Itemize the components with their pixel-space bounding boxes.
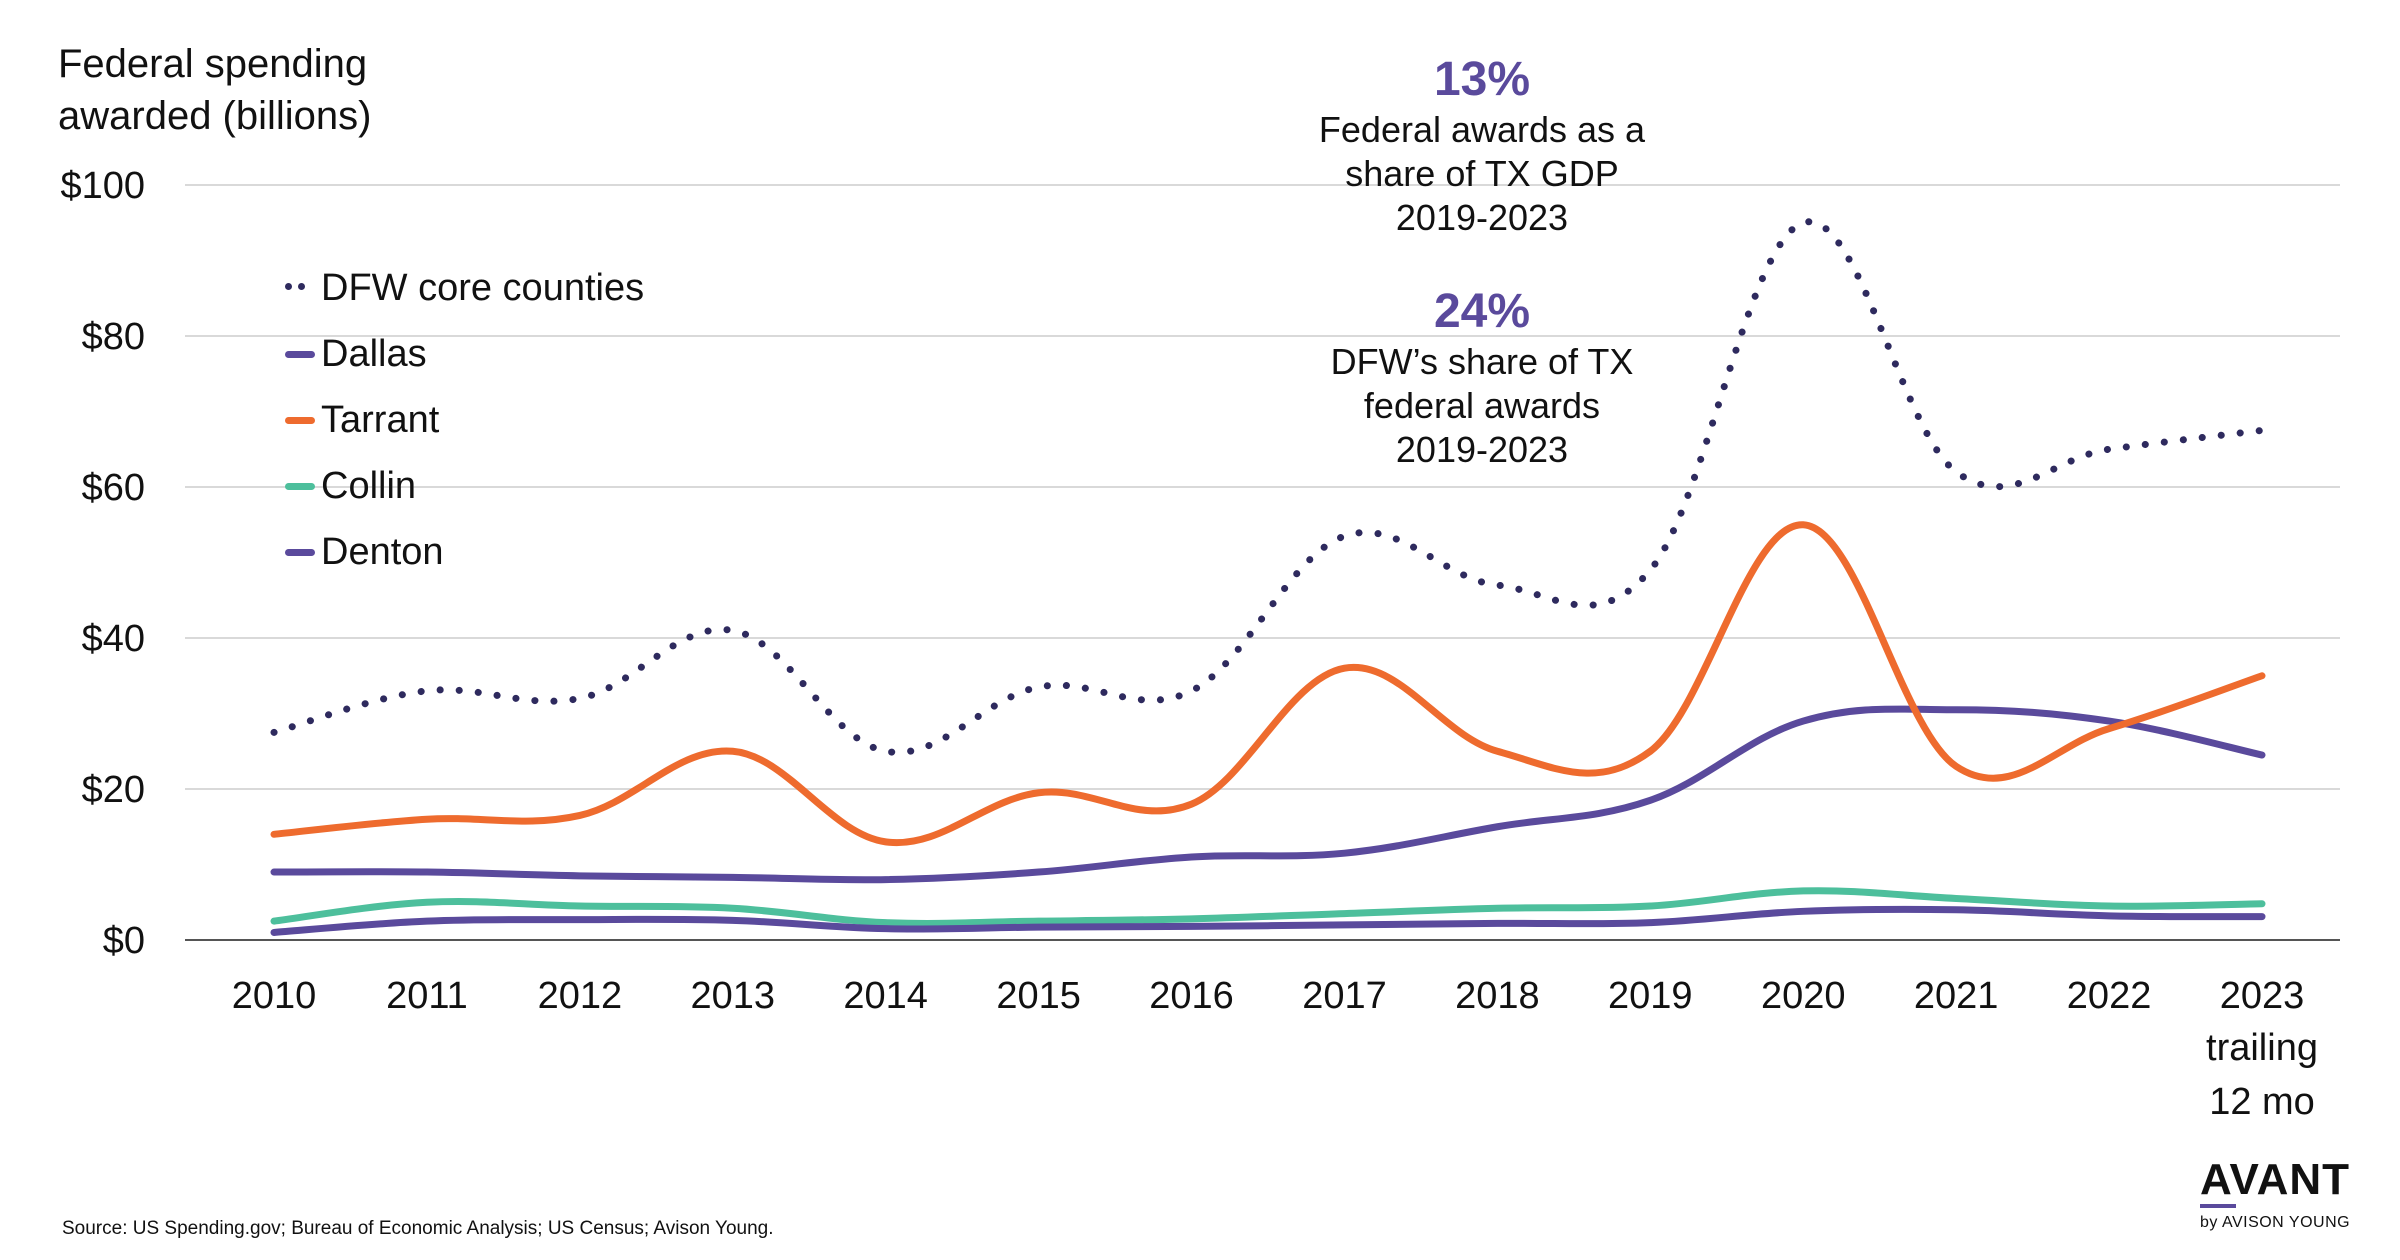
legend-item-collin: Collin xyxy=(285,453,644,519)
x-tick-label: 2011 xyxy=(386,975,468,1017)
y-axis-ticks: $0 $20 $40 $60 $80 $100 xyxy=(60,165,145,962)
y-tick-label: $20 xyxy=(82,769,145,811)
logo-accent-bar xyxy=(2200,1204,2236,1208)
legend-swatch-dfw xyxy=(285,273,315,303)
callout-dfw-share-value: 24% xyxy=(1433,285,1531,338)
source-note: Source: US Spending.gov; Bureau of Econo… xyxy=(62,1218,774,1239)
series-line-dallas xyxy=(270,705,2266,884)
y-tick-label: $80 xyxy=(82,316,145,358)
x-tick-note: 12 mo xyxy=(2209,1081,2315,1123)
callout-gdp-share-value: 13% xyxy=(1433,53,1531,106)
x-tick-label: 2014 xyxy=(843,975,928,1017)
series-line-tarrant xyxy=(270,521,2266,847)
x-tick-label: 2017 xyxy=(1302,975,1387,1017)
callout-dfw-share-line-2: federal awards xyxy=(1363,385,1601,426)
x-tick-note: trailing xyxy=(2206,1027,2318,1069)
x-tick-label: 2020 xyxy=(1761,975,1846,1017)
x-tick-label: 2022 xyxy=(2067,975,2152,1017)
legend-item-dallas: Dallas xyxy=(285,321,644,387)
series-lines xyxy=(270,218,2266,936)
legend-swatch-dallas xyxy=(285,339,315,369)
y-tick-label: $100 xyxy=(60,165,145,207)
legend-label-tarrant: Tarrant xyxy=(321,398,440,441)
x-tick-label: 2021 xyxy=(1914,975,1999,1017)
y-axis-title-line-2: awarded (billions) xyxy=(58,94,372,138)
x-tick-label: 2018 xyxy=(1455,975,1540,1017)
legend-swatch-collin xyxy=(285,471,315,501)
legend-label-denton: Denton xyxy=(321,530,444,573)
x-tick-label: 2016 xyxy=(1149,975,1234,1017)
callout-gdp-share-line-2: share of TX GDP xyxy=(1345,153,1619,194)
y-axis-title-line-1: Federal spending xyxy=(58,42,368,86)
legend-label-collin: Collin xyxy=(321,464,417,507)
y-tick-label: $60 xyxy=(82,467,145,509)
x-tick-label: 2013 xyxy=(690,975,775,1017)
callout-gdp-share: 13% Federal awards as a share of TX GDP … xyxy=(1282,52,1682,240)
legend-swatch-denton xyxy=(285,537,315,567)
legend-item-tarrant: Tarrant xyxy=(285,387,644,453)
x-tick-label: 2012 xyxy=(538,975,623,1017)
legend-item-dfw: DFW core counties xyxy=(285,255,644,321)
y-tick-label: $0 xyxy=(103,920,145,962)
logo-subtitle: by AVISON YOUNG xyxy=(2200,1214,2351,1231)
callout-dfw-share: 24% DFW’s share of TX federal awards 201… xyxy=(1282,284,1682,472)
x-tick-label: 2019 xyxy=(1608,975,1693,1017)
series-line-denton xyxy=(270,905,2266,936)
avant-logo: AVANT by AVISON YOUNG xyxy=(2200,1158,2370,1232)
legend-label-dallas: Dallas xyxy=(321,332,427,375)
callout-dfw-share-line-1: DFW’s share of TX xyxy=(1330,341,1634,382)
legend-item-denton: Denton xyxy=(285,519,644,585)
x-tick-label: 2010 xyxy=(232,975,317,1017)
y-axis-title: Federal spending awarded (billions) xyxy=(58,38,458,142)
callout-gdp-share-line-1: Federal awards as a xyxy=(1318,109,1646,150)
callout-gdp-share-line-3: 2019-2023 xyxy=(1395,197,1569,238)
x-tick-label: 2023 xyxy=(2220,975,2305,1017)
series-line-collin xyxy=(270,887,2266,927)
legend-label-dfw: DFW core counties xyxy=(321,266,645,309)
legend-swatch-tarrant xyxy=(285,405,315,435)
logo-wordmark: AVANT xyxy=(2200,1155,2351,1204)
y-tick-label: $40 xyxy=(82,618,145,660)
series-line-dfw-core-counties xyxy=(270,218,2266,756)
x-tick-label: 2015 xyxy=(996,975,1081,1017)
callout-dfw-share-line-3: 2019-2023 xyxy=(1395,429,1569,470)
legend: DFW core counties Dallas Tarrant Collin … xyxy=(285,255,644,585)
x-axis: 2010 2011 2012 2013 2014 2015 2016 2017 2018 2019… xyxy=(185,939,2340,1123)
